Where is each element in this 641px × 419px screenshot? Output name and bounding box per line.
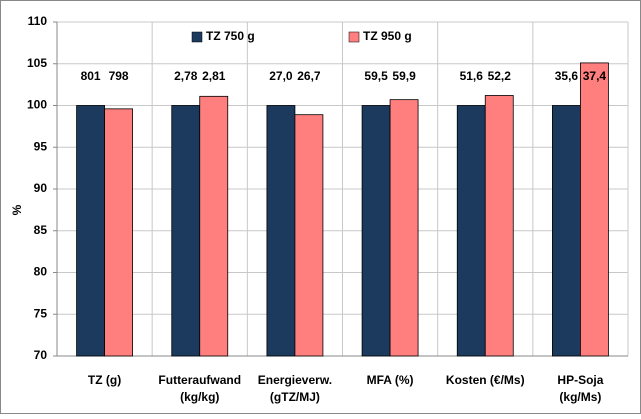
y-tick-label: 90: [34, 181, 48, 195]
bar: [389, 99, 419, 357]
value-label: 26,7: [297, 69, 321, 83]
y-tick-label: 85: [34, 223, 48, 237]
bar: [104, 108, 133, 357]
value-label: 51,6: [460, 69, 484, 83]
x-tick-label: Futteraufwand: [158, 373, 241, 387]
bar: [484, 95, 514, 357]
x-tick-label: (kg/kg): [180, 390, 219, 404]
value-label: 35,6: [555, 69, 579, 83]
legend-label: TZ 950 g: [363, 29, 412, 43]
value-label: 798: [109, 69, 129, 83]
y-tick-label: 100: [27, 98, 47, 112]
y-tick-label: 105: [27, 56, 47, 70]
value-label: 59,5: [364, 69, 388, 83]
x-tick-label: TZ (g): [88, 373, 121, 387]
y-tick-label: 80: [34, 265, 48, 279]
x-tick-label: Kosten (€/Ms): [446, 373, 525, 387]
value-label: 801: [81, 69, 101, 83]
x-tick-label: (gTZ/MJ): [270, 390, 320, 404]
value-label: 37,4: [583, 69, 607, 83]
value-label: 2,81: [202, 69, 226, 83]
x-tick-label: Energieverw.: [258, 373, 332, 387]
bar: [171, 105, 201, 357]
x-tick-label: MFA (%): [367, 373, 414, 387]
bar: [580, 62, 609, 357]
bar: [266, 105, 296, 357]
legend-label: TZ 750 g: [206, 29, 255, 43]
y-tick-label: 70: [34, 348, 48, 362]
bar: [456, 105, 486, 357]
bar: [76, 105, 105, 357]
value-label: 59,9: [392, 69, 416, 83]
legend-swatch: [191, 31, 203, 43]
y-tick-label: 95: [34, 139, 48, 153]
bar: [361, 105, 391, 357]
y-tick-label: 75: [34, 306, 48, 320]
bar: [294, 114, 324, 357]
y-tick-label: 110: [28, 14, 48, 28]
value-label: 2,78: [174, 69, 198, 83]
y-axis-label: %: [10, 204, 24, 215]
legend-swatch: [348, 31, 360, 43]
x-tick-label: HP-Soja: [557, 373, 603, 387]
value-label: 52,2: [488, 69, 512, 83]
value-label: 27,0: [269, 69, 293, 83]
bar: [552, 105, 581, 357]
x-tick-label: (kg/Ms): [559, 390, 601, 404]
bar: [199, 95, 229, 357]
